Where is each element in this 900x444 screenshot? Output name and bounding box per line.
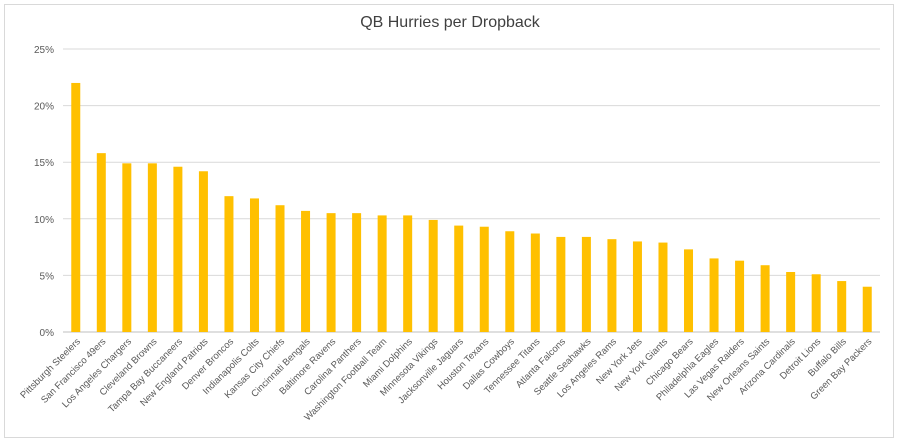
y-tick-label: 0% xyxy=(40,328,55,339)
chart-title: QB Hurries per Dropback xyxy=(360,14,540,31)
y-tick-label: 10% xyxy=(34,215,54,226)
bar xyxy=(403,215,413,332)
bar xyxy=(352,213,362,332)
y-tick-label: 15% xyxy=(34,158,54,169)
bar xyxy=(147,163,157,332)
bar xyxy=(811,274,821,332)
bar xyxy=(709,258,719,332)
bar xyxy=(454,225,464,332)
bar xyxy=(760,265,770,332)
bar xyxy=(224,196,234,332)
bar xyxy=(862,286,872,332)
bar xyxy=(581,236,591,332)
bar xyxy=(428,219,438,332)
bar xyxy=(658,242,668,332)
bar xyxy=(505,231,515,332)
y-tick-label: 25% xyxy=(34,45,54,56)
bar xyxy=(326,213,336,332)
bars xyxy=(71,82,872,333)
bar xyxy=(735,260,745,332)
bar xyxy=(530,233,540,332)
bar xyxy=(479,226,489,332)
bar xyxy=(198,171,208,332)
bar xyxy=(632,241,642,332)
bar xyxy=(275,205,285,332)
bar xyxy=(173,166,183,332)
bar xyxy=(607,239,617,332)
y-tick-label: 20% xyxy=(34,102,54,113)
bar xyxy=(71,82,81,333)
bar xyxy=(684,249,694,332)
y-axis-ticks: 0% 5% 10% 15% 20% 25% xyxy=(34,45,54,339)
gridlines xyxy=(63,48,880,333)
y-tick-label: 5% xyxy=(40,271,55,282)
bar xyxy=(249,198,259,332)
bar xyxy=(301,210,311,332)
bar xyxy=(837,281,847,332)
bar xyxy=(96,153,106,332)
bar xyxy=(556,236,566,332)
bar xyxy=(786,272,796,332)
bar xyxy=(122,163,132,332)
bar xyxy=(377,215,387,332)
